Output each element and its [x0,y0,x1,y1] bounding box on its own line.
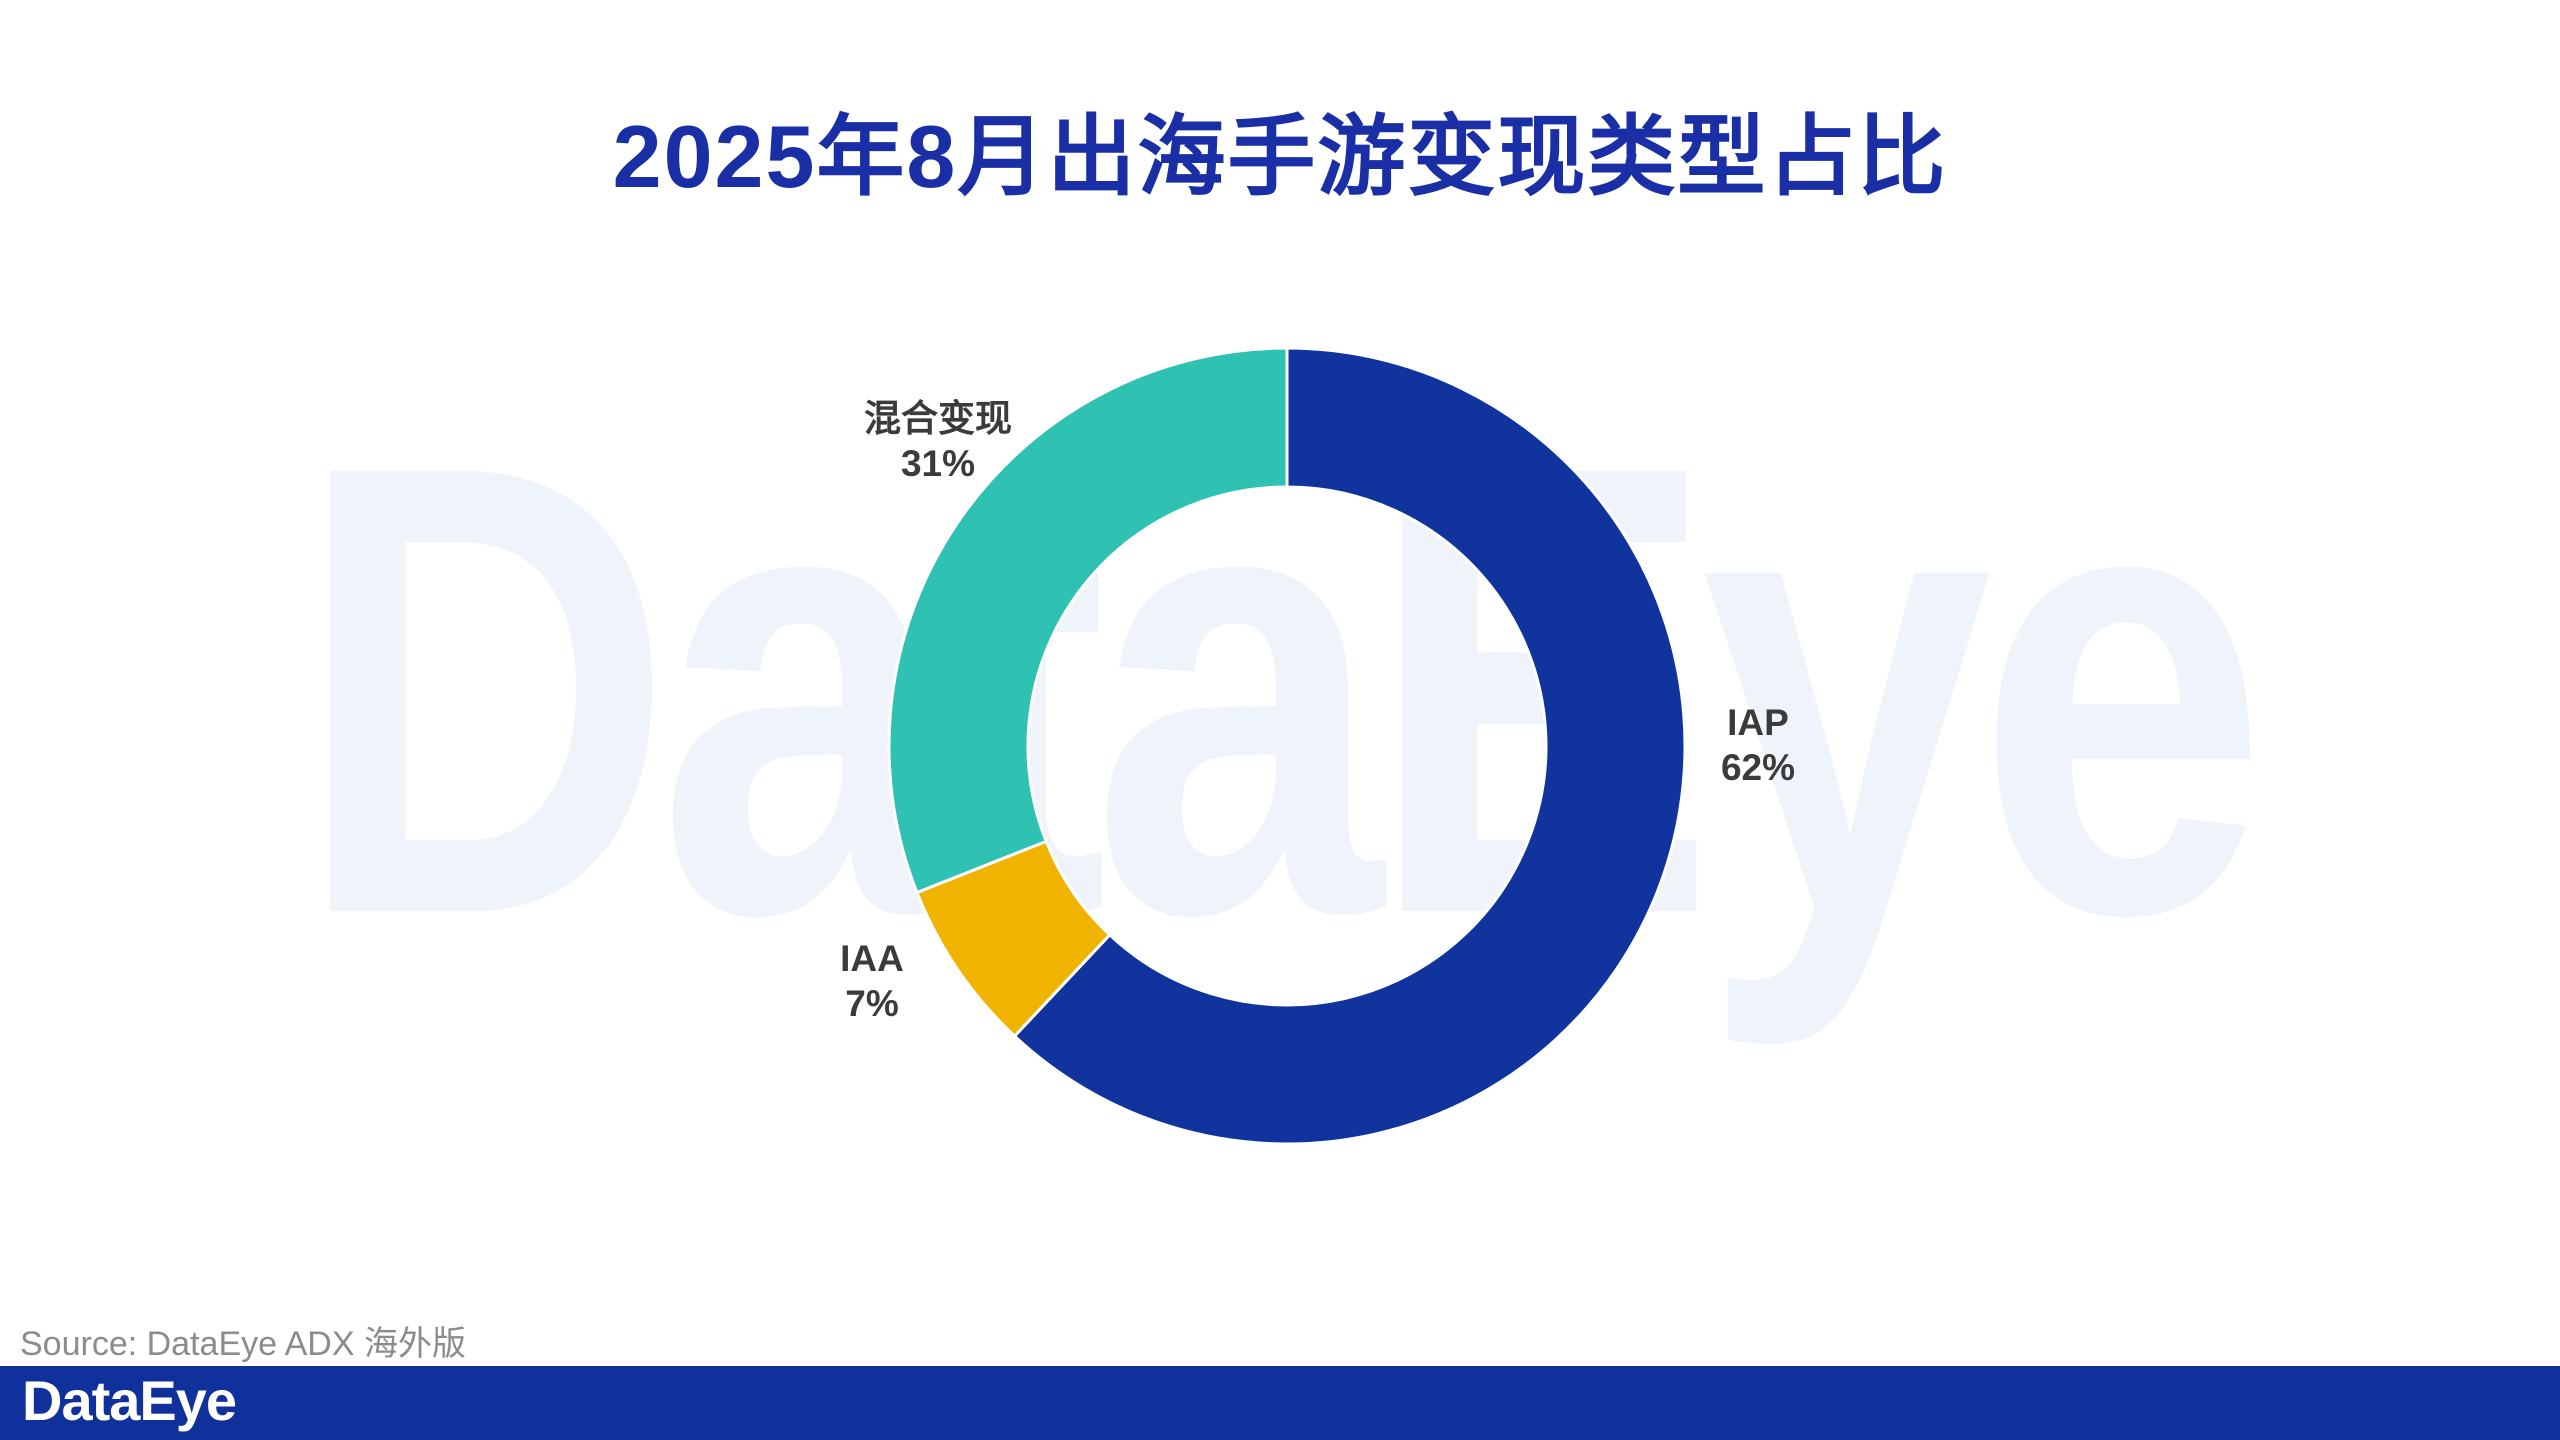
slice-label-iap: IAP 62% [1721,700,1795,790]
slice-label-hybrid-value: 31% [900,443,976,484]
donut-chart-container [884,343,1690,1149]
slice-label-hybrid: 混合变现 31% [864,396,1012,486]
footer-bar: DataEye [0,1366,2560,1440]
slice-label-iaa-name: IAA [840,938,904,979]
donut-segment-IAP [1013,346,1687,1146]
donut-segment-混合变现 [887,346,1289,895]
dataeye-logo: DataEye [22,1368,237,1432]
slice-label-hybrid-name: 混合变现 [864,398,1012,439]
slice-label-iaa: IAA 7% [840,936,904,1026]
slice-label-iap-name: IAP [1727,702,1789,743]
donut-chart [887,346,1687,1146]
source-note: Source: DataEye ADX 海外版 [20,1325,466,1363]
slice-label-iaa-value: 7% [845,983,899,1024]
slice-label-iap-value: 62% [1720,747,1796,788]
chart-title: 2025年8月出海手游变现类型占比 [612,107,1948,206]
